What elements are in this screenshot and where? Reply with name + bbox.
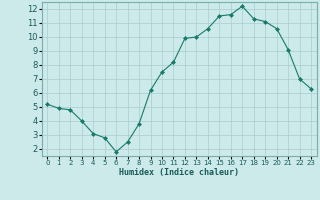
X-axis label: Humidex (Indice chaleur): Humidex (Indice chaleur) bbox=[119, 168, 239, 177]
